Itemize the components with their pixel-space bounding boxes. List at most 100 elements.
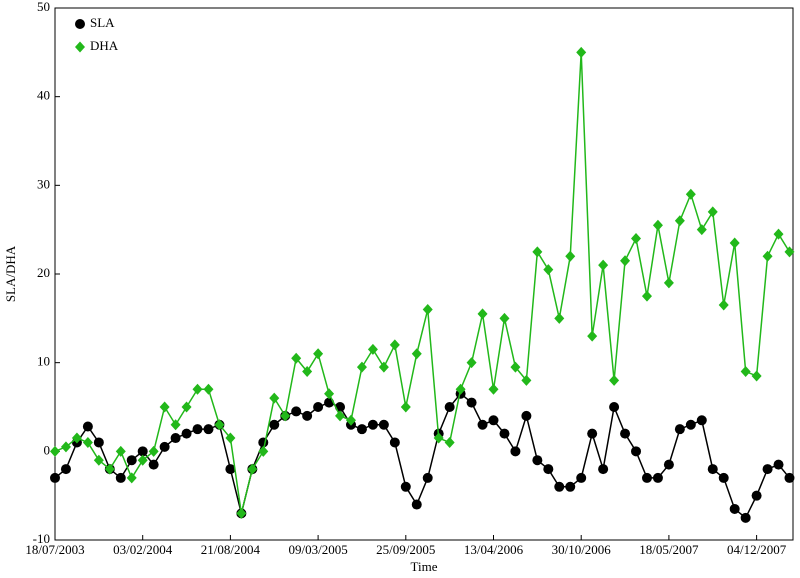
circle-marker (674, 424, 685, 435)
diamond-marker (181, 401, 192, 413)
diamond-marker (126, 472, 137, 484)
circle-marker (773, 459, 784, 470)
diamond-marker (356, 361, 367, 373)
circle-marker (499, 428, 510, 439)
circle-marker (159, 441, 170, 452)
diamond-marker (422, 303, 433, 315)
x-tick-label: 18/05/2007 (639, 542, 699, 557)
circle-marker (510, 446, 521, 457)
plot-frame (54, 7, 794, 541)
circle-marker (400, 481, 411, 492)
diamond-marker (75, 41, 85, 53)
circle-marker (203, 424, 214, 435)
circle-marker (93, 437, 104, 448)
circle-marker (367, 419, 378, 430)
x-tick-label: 13/04/2006 (464, 542, 524, 557)
circle-marker (137, 446, 148, 457)
diamond-marker (696, 224, 707, 236)
y-tick-label: 20 (37, 265, 50, 280)
diamond-marker (554, 312, 565, 324)
diamond-marker (258, 445, 269, 457)
diamond-marker (576, 46, 587, 58)
diamond-marker (400, 401, 411, 413)
diamond-marker (499, 312, 510, 324)
circle-marker (641, 472, 652, 483)
y-tick-label: -10 (33, 531, 50, 546)
diamond-marker (104, 463, 115, 475)
diamond-marker (203, 383, 214, 395)
diamond-marker (433, 432, 444, 444)
diamond-marker (773, 228, 784, 240)
diamond-marker (521, 374, 532, 386)
x-tick-label: 30/10/2006 (552, 542, 612, 557)
circle-marker (422, 472, 433, 483)
diamond-marker (641, 290, 652, 302)
circle-marker (718, 472, 729, 483)
diamond-marker (50, 445, 60, 457)
circle-marker (609, 402, 620, 412)
circle-marker (652, 472, 663, 483)
diamond-marker (455, 383, 466, 395)
circle-marker (488, 415, 499, 426)
diamond-marker (71, 432, 82, 444)
diamond-marker (466, 357, 477, 369)
series-line (54, 392, 791, 520)
diamond-marker (674, 215, 685, 227)
legend-label: SLA (90, 15, 115, 30)
diamond-marker (82, 436, 93, 448)
diamond-marker (488, 383, 499, 395)
circle-marker (477, 419, 488, 430)
circle-marker (554, 481, 565, 492)
circle-marker (663, 459, 674, 470)
circle-marker (729, 503, 740, 514)
circle-marker (181, 428, 192, 439)
diamond-marker (269, 392, 280, 404)
diamond-marker (60, 441, 71, 453)
circle-marker (685, 419, 696, 430)
circle-marker (378, 419, 389, 430)
circle-marker (75, 19, 85, 29)
circle-marker (356, 424, 367, 435)
diamond-marker (740, 366, 751, 378)
circle-marker (50, 472, 60, 483)
diamond-marker (707, 206, 718, 218)
diamond-marker (751, 370, 762, 382)
y-tick-label: 30 (37, 176, 50, 191)
diamond-marker (631, 233, 642, 245)
circle-marker (696, 415, 707, 426)
x-tick-label: 18/07/2003 (25, 542, 84, 557)
x-tick-label: 03/02/2004 (113, 542, 173, 557)
circle-marker (576, 472, 587, 483)
diamond-marker (302, 366, 313, 378)
circle-marker (466, 397, 477, 408)
x-tick-label: 25/09/2005 (376, 542, 435, 557)
x-tick-label: 21/08/2004 (201, 542, 261, 557)
diamond-marker (93, 454, 104, 466)
circle-marker (60, 464, 71, 475)
diamond-marker (685, 188, 696, 200)
diamond-marker (543, 264, 554, 276)
y-tick-label: 0 (44, 442, 51, 457)
circle-marker (411, 499, 422, 510)
diamond-marker (620, 255, 631, 267)
diamond-marker (587, 330, 598, 342)
circle-marker (170, 433, 181, 444)
diamond-marker (345, 414, 356, 426)
diamond-marker (598, 259, 609, 271)
circle-marker (762, 464, 773, 475)
diamond-marker (510, 361, 521, 373)
diamond-marker (280, 410, 291, 422)
diamond-marker (335, 410, 346, 422)
diamond-marker (378, 361, 389, 373)
diamond-marker (324, 388, 335, 400)
diamond-marker (148, 445, 159, 457)
diamond-marker (367, 343, 378, 355)
circle-marker (707, 464, 718, 475)
circle-marker (313, 402, 324, 412)
diamond-marker (532, 246, 543, 258)
diamond-marker (291, 352, 302, 364)
diamond-marker (609, 374, 620, 386)
circle-marker (115, 472, 126, 483)
circle-marker (751, 490, 762, 501)
